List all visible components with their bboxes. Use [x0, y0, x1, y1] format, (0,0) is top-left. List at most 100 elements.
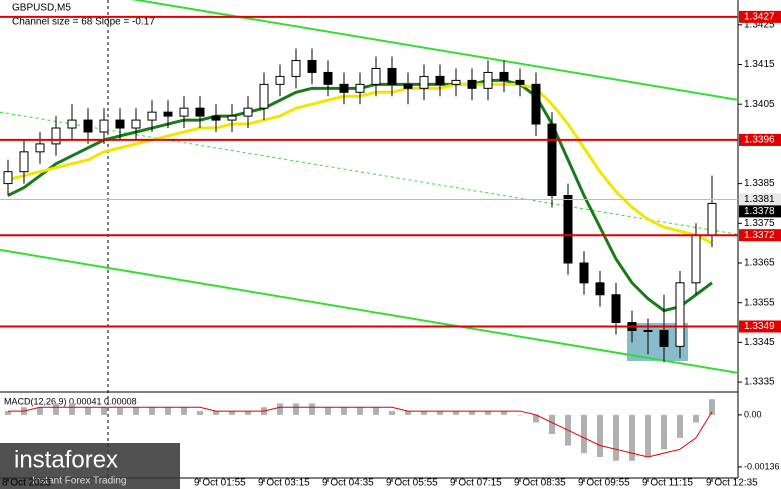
candle-body: [83, 119, 93, 133]
macd-bar: [277, 403, 283, 415]
x-tick-label: 8 Oct 2023: [2, 478, 51, 489]
x-tick-label: 9 Oct 03:15: [258, 478, 310, 489]
candle-body: [387, 67, 397, 85]
macd-bar: [533, 414, 539, 423]
macd-bar: [421, 411, 427, 415]
macd-bar: [181, 407, 187, 415]
level-label-bg: [739, 133, 781, 146]
y-tick-label: 1.3355: [744, 297, 775, 308]
watermark-brand: instaforex: [14, 446, 118, 473]
macd-bar: [117, 407, 123, 415]
macd-bar: [373, 407, 379, 415]
macd-signal: [8, 406, 713, 458]
macd-bar: [549, 414, 555, 435]
candle-body: [147, 111, 157, 121]
candle-body: [291, 60, 301, 77]
y-tick-label: 1.3335: [744, 377, 775, 388]
candle-body: [3, 171, 13, 185]
macd-bar: [309, 403, 315, 415]
level-label-bg: [739, 10, 781, 23]
macd-bar: [229, 411, 235, 415]
candle-body: [259, 83, 269, 109]
candle-body: [675, 282, 685, 347]
macd-bar: [437, 411, 443, 415]
candle-body: [611, 294, 621, 324]
watermark-bg: [0, 443, 180, 489]
candle-body: [115, 119, 125, 129]
y-tick-label: 1.3415: [744, 59, 775, 70]
macd-bar: [709, 399, 715, 415]
candle-body: [691, 234, 701, 284]
candle-body: [323, 71, 333, 85]
macd-bar: [613, 414, 619, 461]
level-label: 1.3378: [744, 206, 775, 217]
x-tick-label: 9 Oct 08:35: [514, 478, 566, 489]
y-tick-label: 1.3425: [744, 19, 775, 30]
macd-bar: [149, 407, 155, 415]
macd-tick-label: 0.00: [744, 409, 762, 419]
x-tick-label: 9 Oct 11:15: [642, 478, 693, 489]
candle-body: [419, 75, 429, 89]
macd-bar: [341, 407, 347, 415]
candle-body: [467, 79, 477, 89]
candle-body: [579, 262, 589, 284]
macd-bar: [645, 414, 651, 457]
macd-bar: [293, 403, 299, 415]
y-tick-label: 1.3365: [744, 258, 775, 269]
candle-body: [35, 143, 45, 153]
candle-body: [131, 119, 141, 129]
macd-bar: [581, 414, 587, 454]
macd-bar: [85, 407, 91, 415]
macd-bar: [629, 414, 635, 461]
macd-bar: [677, 414, 683, 438]
x-tick-label: 9 Oct 04:35: [322, 478, 374, 489]
level-label: 1.3381: [744, 194, 775, 205]
channel-line: [0, 111, 738, 235]
x-tick-label: 9 Oct 07:15: [450, 478, 502, 489]
macd-bar: [405, 411, 411, 415]
candle-body: [531, 83, 541, 125]
macd-bar: [453, 411, 459, 415]
macd-bar: [69, 403, 75, 415]
candle-body: [659, 329, 669, 347]
level-label: 1.3349: [744, 321, 775, 332]
candle-body: [19, 151, 29, 173]
candle-body: [227, 115, 237, 121]
level-label-bg: [739, 229, 781, 242]
macd-tick-label: -0.00136: [744, 461, 780, 471]
macd-bar: [101, 407, 107, 415]
candle-body: [547, 123, 557, 197]
y-tick-label: 1.3405: [744, 99, 775, 110]
macd-bar: [389, 411, 395, 415]
candle-body: [451, 79, 461, 85]
candle-body: [195, 107, 205, 117]
macd-bar: [213, 411, 219, 415]
candle-body: [99, 119, 109, 133]
candle-body: [643, 329, 653, 332]
macd-bar: [693, 414, 699, 423]
chart-title: GBPUSD,M5: [12, 3, 71, 14]
candle-body: [179, 107, 189, 117]
macd-bar: [5, 411, 11, 415]
candle-body: [51, 127, 61, 145]
level-label-bg: [739, 193, 781, 206]
level-label-bg: [739, 205, 781, 218]
candle-body: [243, 107, 253, 117]
macd-bar: [53, 403, 59, 415]
y-tick-label: 1.3385: [744, 178, 775, 189]
candle-body: [435, 75, 445, 85]
macd-bar: [197, 411, 203, 415]
macd-bar: [37, 407, 43, 415]
candle-body: [595, 282, 605, 296]
macd-bar: [133, 407, 139, 415]
level-label: 1.3427: [744, 12, 775, 23]
macd-bar: [325, 407, 331, 415]
level-label-bg: [739, 320, 781, 333]
candle-body: [515, 79, 525, 85]
candle-body: [499, 71, 509, 81]
macd-bar: [661, 414, 667, 450]
channel-line: [131, 0, 738, 101]
macd-bar: [597, 414, 603, 457]
level-label: 1.3372: [744, 230, 775, 241]
